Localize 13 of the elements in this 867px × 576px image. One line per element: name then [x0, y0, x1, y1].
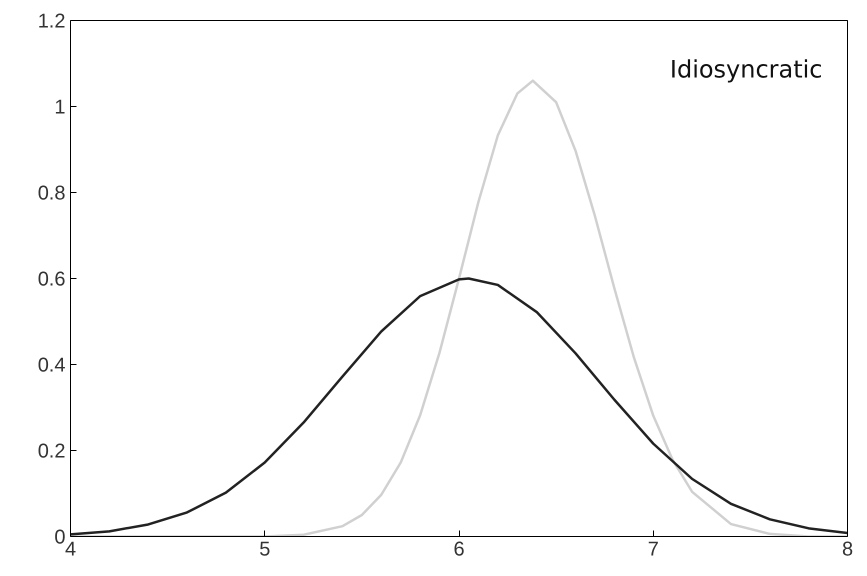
y-tick-label: 0.2	[38, 440, 66, 462]
annotation: Idiosyncratic	[670, 56, 822, 84]
x-tick-label: 6	[453, 538, 465, 560]
x-tick-label: 5	[259, 538, 270, 560]
y-tick-label: 0.6	[38, 268, 66, 290]
y-tick-label: 1	[54, 96, 66, 118]
y-tick-label: 0	[54, 526, 66, 548]
x-tick-label: 8	[842, 538, 854, 560]
x-tick-label: 7	[648, 538, 659, 560]
y-tick-label: 1.2	[38, 10, 66, 32]
y-tick-label: 0.4	[38, 354, 66, 376]
y-tick-label: 0.8	[38, 182, 66, 204]
x-tick-label: 4	[64, 538, 76, 560]
